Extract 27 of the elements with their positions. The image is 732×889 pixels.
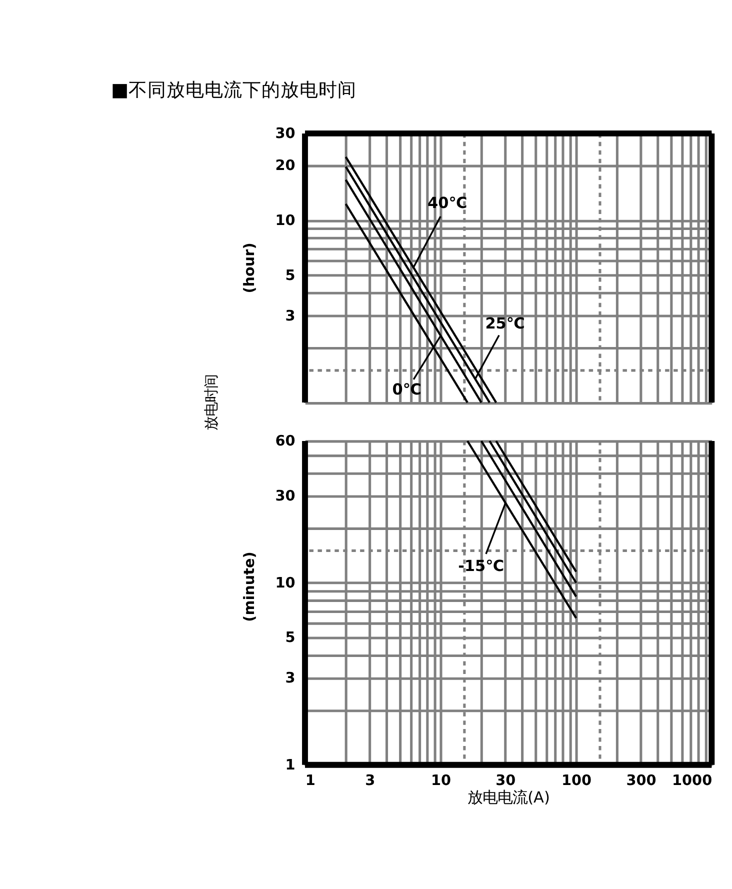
y-tick-label: 5 — [285, 630, 296, 646]
y-tick-label: 5 — [285, 268, 296, 284]
text: 40℃ — [427, 194, 468, 212]
text: 25℃ — [485, 314, 525, 333]
x-axis-title: 放电电流(A) — [468, 788, 550, 807]
y-tick-label: 60 — [275, 434, 296, 450]
x-tick-label: 1000 — [672, 772, 712, 789]
series-label: -15℃ — [458, 556, 504, 575]
y-tick-label: 20 — [275, 158, 296, 174]
y-tick-label: 3 — [285, 670, 296, 687]
y-tick-label: 10 — [275, 575, 296, 592]
y-tick-label: 3 — [285, 308, 296, 324]
x-tick-label: 100 — [562, 772, 592, 789]
text: 0℃ — [392, 380, 422, 399]
text: (hour) — [242, 242, 258, 294]
y-tick-label: 10 — [275, 213, 296, 230]
y-tick-label: 30 — [275, 488, 296, 504]
text: 放电时间 — [204, 374, 220, 431]
x-tick-label: 1 — [305, 772, 316, 789]
x-tick-label: 300 — [626, 772, 656, 789]
y-tick-label: 30 — [275, 126, 296, 142]
y-tick-label: 1 — [285, 758, 296, 774]
x-tick-label: 10 — [430, 772, 451, 789]
text: (minute) — [242, 552, 258, 622]
chart-title: ■不同放电电流下的放电时间 — [110, 79, 357, 102]
x-tick-label: 30 — [496, 772, 516, 789]
x-tick-label: 3 — [365, 772, 376, 789]
